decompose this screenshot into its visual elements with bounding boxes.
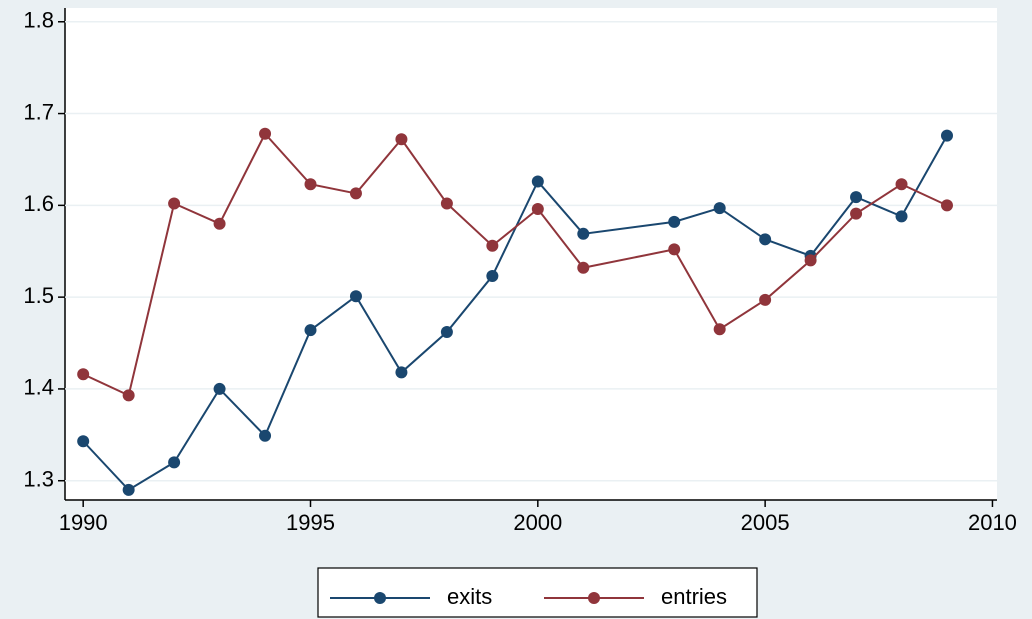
legend-marker [588,592,600,604]
x-tick-label: 2010 [968,510,1017,535]
legend-marker [374,592,386,604]
data-point [895,210,908,223]
data-point [349,290,362,303]
y-tick-label: 1.8 [23,8,54,33]
data-point [895,178,908,191]
data-point [940,129,953,142]
legend-label: exits [447,584,492,609]
data-point [940,199,953,212]
x-tick-label: 2000 [513,510,562,535]
x-tick-label: 1995 [286,510,335,535]
data-point [395,133,408,146]
data-point [122,483,135,496]
data-point [804,254,817,267]
data-point [577,227,590,240]
data-point [668,243,681,256]
y-tick-label: 1.6 [23,191,54,216]
y-tick-label: 1.3 [23,467,54,492]
data-point [713,202,726,215]
data-point [486,239,499,252]
data-point [77,368,90,381]
y-tick-label: 1.5 [23,283,54,308]
x-tick-label: 2005 [741,510,790,535]
data-point [440,197,453,210]
data-point [531,175,544,188]
plot-area [65,8,997,500]
data-point [259,429,272,442]
data-point [395,366,408,379]
data-point [349,187,362,200]
data-point [213,382,226,395]
x-tick-label: 1990 [59,510,108,535]
y-tick-label: 1.4 [23,375,54,400]
data-point [668,215,681,228]
data-point [759,233,772,246]
legend [317,567,758,618]
data-point [77,435,90,448]
data-point [168,197,181,210]
data-point [440,326,453,339]
data-point [304,178,317,191]
data-point [577,261,590,274]
data-point [304,324,317,337]
legend-label: entries [661,584,727,609]
data-point [122,389,135,402]
data-point [850,191,863,204]
y-tick-label: 1.7 [23,99,54,124]
data-point [759,293,772,306]
data-point [486,270,499,283]
data-point [713,323,726,336]
data-point [531,203,544,216]
data-point [259,127,272,140]
data-point [213,217,226,230]
data-point [850,207,863,220]
data-point [168,456,181,469]
